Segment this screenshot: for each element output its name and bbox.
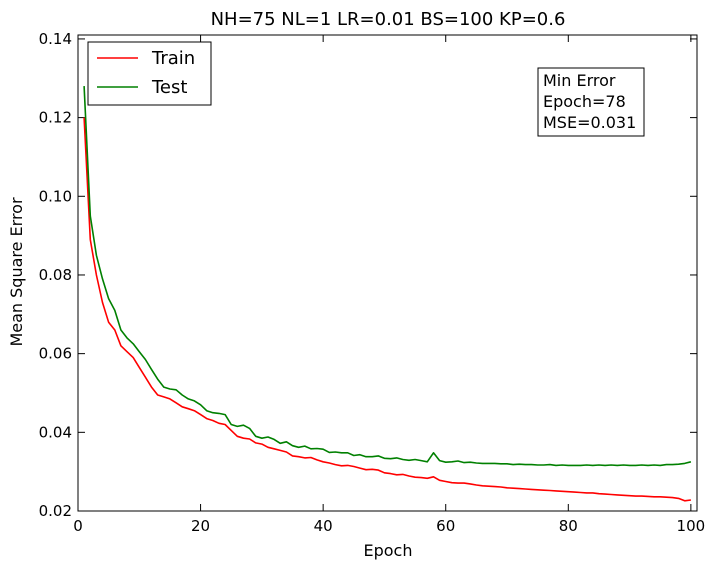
- series-line-test: [83, 86, 692, 467]
- annotation-line-2: Epoch=78: [543, 92, 626, 111]
- x-tick-label: 0: [73, 517, 83, 535]
- axis-ticks: 0 20 40 60 80 100 0.02 0.04 0.06 0.08 0.10 0.12 0.14: [39, 30, 706, 535]
- legend-label-test: Test: [151, 77, 187, 98]
- legend: Train Test: [87, 41, 212, 106]
- min-error-annotation: Min Error Epoch=78 MSE=0.031: [537, 67, 645, 137]
- legend-box: [87, 41, 212, 106]
- y-tick-label: 0.10: [39, 187, 72, 205]
- series-line-train: [83, 117, 692, 502]
- x-tick-label: 100: [677, 517, 706, 535]
- x-tick-label: 80: [559, 517, 578, 535]
- chart-title: NH=75 NL=1 LR=0.01 BS=100 KP=0.6: [211, 9, 566, 30]
- y-tick-label: 0.12: [39, 109, 72, 127]
- x-tick-label: 20: [191, 517, 210, 535]
- x-axis-label: Epoch: [364, 541, 413, 560]
- y-tick-label: 0.08: [39, 266, 72, 284]
- y-axis-label: Mean Square Error: [7, 197, 26, 347]
- series-layer: [83, 86, 692, 502]
- y-tick-label: 0.04: [39, 423, 72, 441]
- y-tick-label: 0.02: [39, 502, 72, 520]
- y-tick-label: 0.14: [39, 30, 72, 48]
- x-tick-label: 40: [314, 517, 333, 535]
- y-tick-label: 0.06: [39, 345, 72, 363]
- legend-label-train: Train: [151, 48, 195, 69]
- annotation-box: [537, 67, 645, 137]
- x-tick-label: 60: [436, 517, 455, 535]
- annotation-line-1: Min Error: [543, 71, 616, 90]
- annotation-line-3: MSE=0.031: [543, 113, 636, 132]
